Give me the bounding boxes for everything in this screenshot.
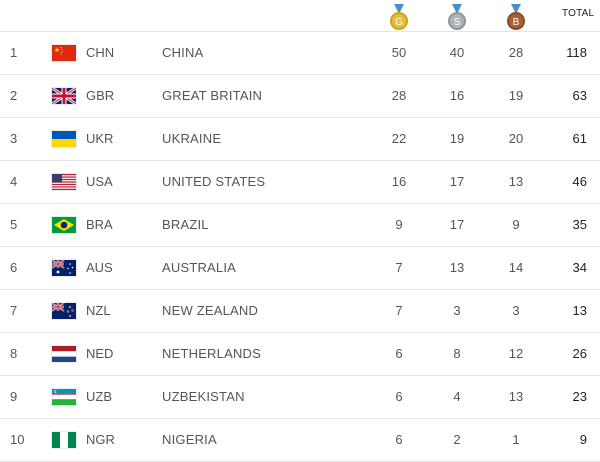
country-name[interactable]: NEW ZEALAND: [162, 303, 259, 318]
rank: 9: [10, 389, 18, 404]
china-flag-icon: [52, 45, 76, 61]
total-count: 35: [572, 217, 587, 232]
gold-count: 6: [395, 389, 403, 404]
medal-table: 1 CHN CHINA 50 40 28 118 2 GBR GREAT BRI…: [0, 31, 600, 462]
bronze-count: 13: [508, 174, 524, 189]
rank: 8: [10, 346, 18, 361]
country-name[interactable]: GREAT BRITAIN: [162, 88, 263, 103]
table-row[interactable]: 10 NGR NIGERIA 6 2 1 9: [0, 419, 600, 462]
bronze-count: 12: [508, 346, 524, 361]
silver-medal-icon: S: [447, 4, 467, 32]
nigeria-flag-icon: [52, 432, 76, 448]
silver-count: 8: [453, 346, 461, 361]
total-count: 9: [579, 432, 587, 447]
table-row[interactable]: 4 USA UNITED STATES 16 17 13 46: [0, 161, 600, 204]
country-code: NGR: [86, 432, 115, 447]
total-count: 23: [572, 389, 587, 404]
netherlands-flag-icon: [52, 346, 76, 362]
country-code: NED: [86, 346, 114, 361]
rank: 7: [10, 303, 18, 318]
silver-letter: S: [454, 17, 461, 28]
country-code: USA: [86, 174, 113, 189]
gold-count: 9: [395, 217, 403, 232]
silver-count: 2: [453, 432, 461, 447]
country-name[interactable]: CHINA: [162, 45, 204, 60]
gold-count: 16: [391, 174, 407, 189]
silver-count: 17: [449, 217, 465, 232]
rank: 10: [10, 432, 25, 447]
country-name[interactable]: UNITED STATES: [162, 174, 266, 189]
gold-count: 7: [395, 260, 403, 275]
bronze-count: 14: [508, 260, 524, 275]
gold-letter: G: [395, 17, 403, 28]
new-zealand-flag-icon: [52, 303, 76, 319]
country-code: UZB: [86, 389, 112, 404]
bronze-count: 1: [512, 432, 520, 447]
country-code: GBR: [86, 88, 115, 103]
gold-count: 22: [391, 131, 407, 146]
bronze-count: 13: [508, 389, 524, 404]
gold-count: 50: [391, 45, 407, 60]
table-row[interactable]: 5 BRA BRAZIL 9 17 9 35: [0, 204, 600, 247]
bronze-count: 20: [508, 131, 524, 146]
total-count: 13: [572, 303, 587, 318]
uzbekistan-flag-icon: [52, 389, 76, 405]
ukraine-flag-icon: [52, 131, 76, 147]
rank: 3: [10, 131, 18, 146]
bronze-medal-icon: B: [506, 4, 526, 32]
silver-count: 17: [449, 174, 465, 189]
table-row[interactable]: 2 GBR GREAT BRITAIN 28 16 19 63: [0, 75, 600, 118]
silver-count: 16: [449, 88, 465, 103]
rank: 1: [10, 45, 18, 60]
bronze-count: 3: [512, 303, 520, 318]
rank: 4: [10, 174, 18, 189]
silver-count: 13: [449, 260, 465, 275]
total-count: 34: [572, 260, 587, 275]
bronze-letter: B: [513, 17, 520, 28]
country-code: AUS: [86, 260, 113, 275]
brazil-flag-icon: [52, 217, 76, 233]
rank: 6: [10, 260, 18, 275]
country-code: CHN: [86, 45, 115, 60]
total-count: 61: [572, 131, 587, 146]
total-count: 118: [566, 45, 587, 60]
bronze-count: 28: [508, 45, 524, 60]
bronze-count: 19: [508, 88, 524, 103]
bronze-count: 9: [512, 217, 520, 232]
country-code: UKR: [86, 131, 114, 146]
table-row[interactable]: 3 UKR UKRAINE 22 19 20 61: [0, 118, 600, 161]
silver-count: 4: [453, 389, 461, 404]
silver-count: 19: [449, 131, 465, 146]
gold-medal-icon: G: [389, 4, 409, 32]
rank: 5: [10, 217, 18, 232]
gold-count: 7: [395, 303, 403, 318]
usa-flag-icon: [52, 174, 76, 190]
gold-count: 28: [391, 88, 407, 103]
country-name[interactable]: AUSTRALIA: [162, 260, 237, 275]
table-row[interactable]: 8 NED NETHERLANDS 6 8 12 26: [0, 333, 600, 376]
gold-count: 6: [395, 432, 403, 447]
australia-flag-icon: [52, 260, 76, 276]
medal-table-header: G S B TOTAL: [0, 0, 600, 31]
table-row[interactable]: 7 NZL NEW ZEALAND 7 3 3 13: [0, 290, 600, 333]
great-britain-flag-icon: [52, 88, 76, 104]
table-row[interactable]: 9 UZB UZBEKISTAN 6 4 13 23: [0, 376, 600, 419]
country-name[interactable]: UZBEKISTAN: [162, 389, 245, 404]
total-column-header: TOTAL: [562, 8, 595, 19]
total-count: 46: [572, 174, 587, 189]
rank: 2: [10, 88, 18, 103]
country-name[interactable]: BRAZIL: [162, 217, 209, 232]
country-code: BRA: [86, 217, 113, 232]
country-name[interactable]: NIGERIA: [162, 432, 217, 447]
country-name[interactable]: NETHERLANDS: [162, 346, 261, 361]
table-row[interactable]: 1 CHN CHINA 50 40 28 118: [0, 31, 600, 75]
silver-count: 40: [449, 45, 465, 60]
country-name[interactable]: UKRAINE: [162, 131, 222, 146]
country-code: NZL: [86, 303, 111, 318]
silver-count: 3: [453, 303, 461, 318]
table-row[interactable]: 6 AUS AUSTRALIA 7 13 14 34: [0, 247, 600, 290]
total-count: 63: [572, 88, 587, 103]
gold-count: 6: [395, 346, 403, 361]
total-count: 26: [572, 346, 587, 361]
